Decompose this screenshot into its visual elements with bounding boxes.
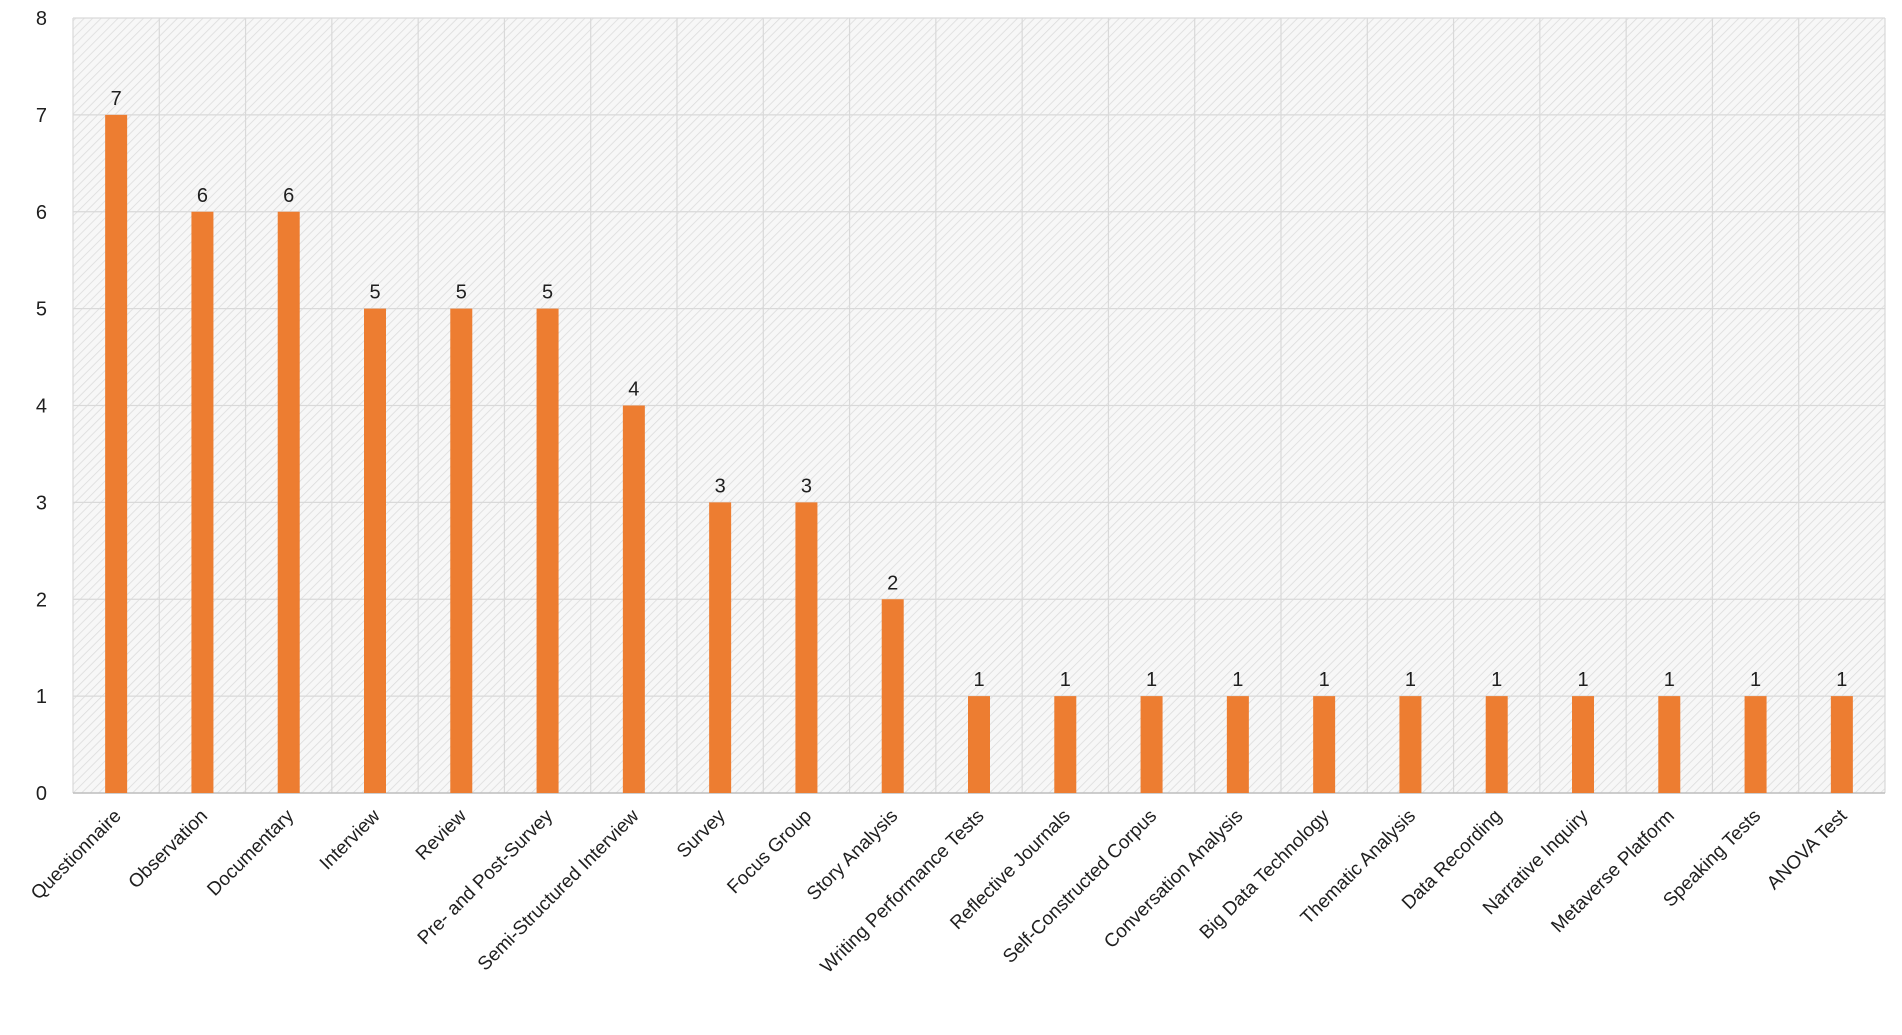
bar xyxy=(1313,696,1336,793)
bar xyxy=(191,211,214,793)
y-axis: 0 1 2 3 4 5 6 7 8 xyxy=(36,8,47,805)
y-tick-label: 8 xyxy=(36,8,47,30)
x-tick-label: Survey xyxy=(673,805,730,862)
data-label: 6 xyxy=(197,185,208,207)
y-tick-label: 4 xyxy=(36,396,47,418)
x-tick-label: Focus Group xyxy=(723,806,816,899)
y-tick-label: 3 xyxy=(36,492,47,514)
bar xyxy=(968,696,990,793)
data-label: 3 xyxy=(801,475,812,497)
x-tick-label: Documentary xyxy=(203,805,298,900)
bar xyxy=(1054,696,1077,793)
x-tick-label: Review xyxy=(412,805,471,864)
x-tick-label: Observation xyxy=(125,806,212,893)
data-label: 4 xyxy=(628,379,639,401)
data-label: 3 xyxy=(715,475,726,497)
y-tick-label: 7 xyxy=(36,105,47,127)
bar xyxy=(1830,696,1853,793)
data-label: 1 xyxy=(1146,669,1157,691)
data-label: 5 xyxy=(542,282,553,304)
x-tick-label: Semi-Structured Interview xyxy=(474,805,644,975)
bar xyxy=(1226,696,1249,793)
data-label: 1 xyxy=(1750,669,1761,691)
data-label: 1 xyxy=(1319,669,1330,691)
data-label: 1 xyxy=(1664,669,1675,691)
bar xyxy=(364,308,386,793)
data-label: 1 xyxy=(1491,669,1502,691)
bar xyxy=(795,502,818,793)
bar xyxy=(709,502,732,793)
bar xyxy=(450,308,473,793)
x-tick-label: Writing Performance Tests xyxy=(817,806,989,978)
y-tick-label: 0 xyxy=(36,783,47,805)
y-tick-label: 2 xyxy=(36,589,47,611)
bar xyxy=(1399,696,1422,793)
data-label: 1 xyxy=(1836,669,1847,691)
data-label: 5 xyxy=(369,282,380,304)
bars xyxy=(105,114,1853,793)
data-label: 5 xyxy=(456,282,467,304)
x-tick-label: Conversation Analysis xyxy=(1100,806,1247,953)
x-tick-label: ANOVA Test xyxy=(1763,805,1852,894)
bar xyxy=(105,114,128,793)
data-labels: 7 6 6 5 5 5 4 3 3 2 1 1 1 1 1 1 1 1 1 1 1 xyxy=(111,88,1848,691)
bar xyxy=(622,405,645,793)
bar xyxy=(881,599,904,793)
y-tick-label: 1 xyxy=(36,686,47,708)
y-tick-label: 5 xyxy=(36,299,47,321)
x-tick-label: Interview xyxy=(316,805,385,874)
y-tick-label: 6 xyxy=(36,202,47,224)
x-tick-label: Story Analysis xyxy=(803,806,902,905)
bar xyxy=(1485,696,1508,793)
x-tick-label: Self-Constructed Corpus xyxy=(999,806,1161,968)
data-label: 1 xyxy=(1405,669,1416,691)
data-label: 7 xyxy=(111,88,122,110)
data-label: 1 xyxy=(1577,669,1588,691)
data-label: 1 xyxy=(1232,669,1243,691)
data-label: 6 xyxy=(283,185,294,207)
bar xyxy=(1572,696,1594,793)
bar xyxy=(1744,696,1767,793)
bar xyxy=(1140,696,1163,793)
data-label: 2 xyxy=(887,572,898,594)
bar xyxy=(536,308,559,793)
bar xyxy=(277,211,300,793)
data-label: 1 xyxy=(1060,669,1071,691)
bar xyxy=(1658,696,1681,793)
x-tick-label: Questionnaire xyxy=(27,806,125,904)
data-label: 1 xyxy=(973,669,984,691)
